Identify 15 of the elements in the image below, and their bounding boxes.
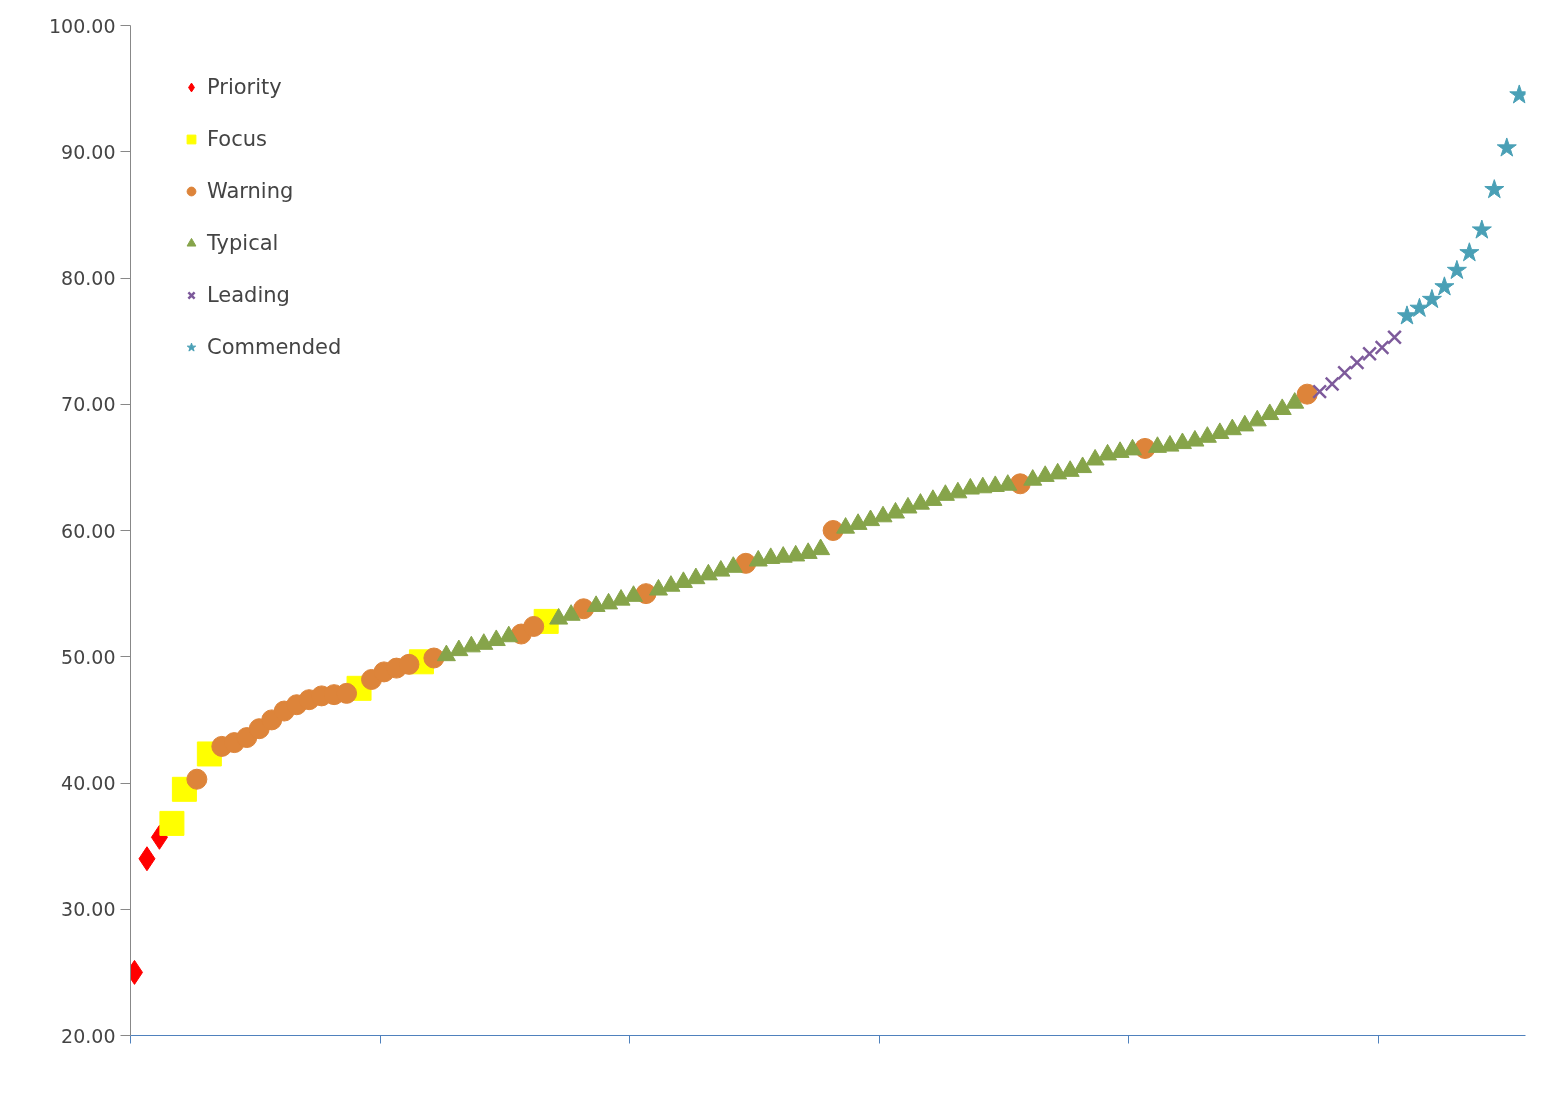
legend-label: Leading: [207, 283, 290, 307]
y-tick-label: 20.00: [61, 1024, 116, 1047]
legend-label: Focus: [207, 127, 267, 151]
legend-label: Warning: [207, 179, 294, 203]
y-tick-label: 100.00: [49, 14, 116, 37]
legend-label: Commended: [207, 335, 342, 359]
legend-label: Priority: [207, 75, 282, 99]
y-tick-label: 80.00: [61, 267, 116, 289]
legend-label: Typical: [207, 231, 279, 255]
y-tick-label: 90.00: [61, 140, 116, 163]
y-tick-label: 60.00: [61, 519, 116, 542]
y-tick-label: 30.00: [61, 898, 116, 921]
y-tick-label: 40.00: [61, 772, 116, 794]
y-tick-label: 70.00: [61, 393, 116, 416]
y-tick-label: 50.00: [61, 645, 116, 668]
